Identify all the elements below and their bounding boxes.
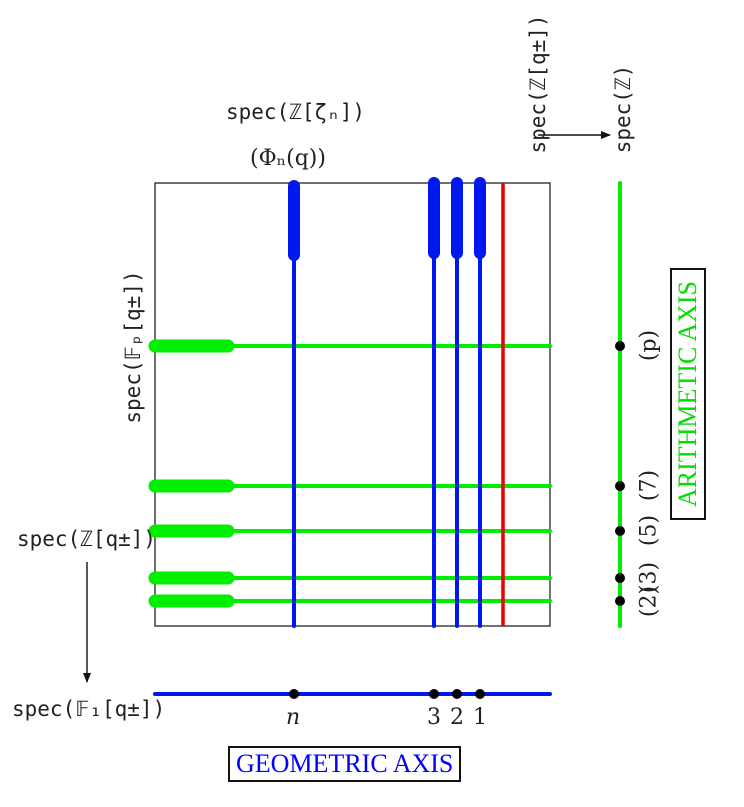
point-p: [615, 341, 625, 351]
point-3: [615, 573, 625, 583]
geometric-fibres: [288, 177, 486, 628]
label-spec-f1: spec(𝔽₁[q±]): [12, 697, 166, 721]
plane-frame: [154, 182, 551, 627]
point-3g: [429, 689, 439, 699]
arith-label-5: (5): [636, 514, 662, 547]
geo-label-1: 1: [473, 705, 487, 730]
label-spec-fp: spec(𝔽ₚ[q±]): [121, 270, 145, 424]
label-phi-n: (Φₙ(q)): [250, 146, 326, 171]
arith-label-p: (p): [636, 329, 662, 362]
geometric-axis-points: [289, 689, 485, 699]
arithmetic-fibres: [148, 339, 552, 608]
geometric-axis-title: GEOMETRIC AXIS: [228, 746, 462, 782]
arithmetic-axis-title: ARITHMETIC AXIS: [670, 268, 706, 520]
arith-label-2: (2): [636, 585, 662, 618]
label-spec-zq-top: spec(ℤ[q±]): [526, 14, 550, 154]
label-spec-zeta: spec(ℤ[ζₙ]): [226, 100, 366, 124]
point-n: [289, 689, 299, 699]
point-7: [615, 481, 625, 491]
arith-label-7: (7): [636, 469, 662, 502]
point-5: [615, 526, 625, 536]
point-1g: [475, 689, 485, 699]
label-spec-zq-left: spec(ℤ[q±]): [17, 527, 157, 551]
point-2g: [452, 689, 462, 699]
point-2: [615, 596, 625, 606]
arithmetic-axis-points: [615, 341, 625, 606]
geo-label-2: 2: [450, 705, 464, 730]
label-spec-z: spec(ℤ): [611, 64, 635, 154]
geo-label-n: n: [286, 705, 301, 730]
geo-label-3: 3: [427, 705, 441, 730]
